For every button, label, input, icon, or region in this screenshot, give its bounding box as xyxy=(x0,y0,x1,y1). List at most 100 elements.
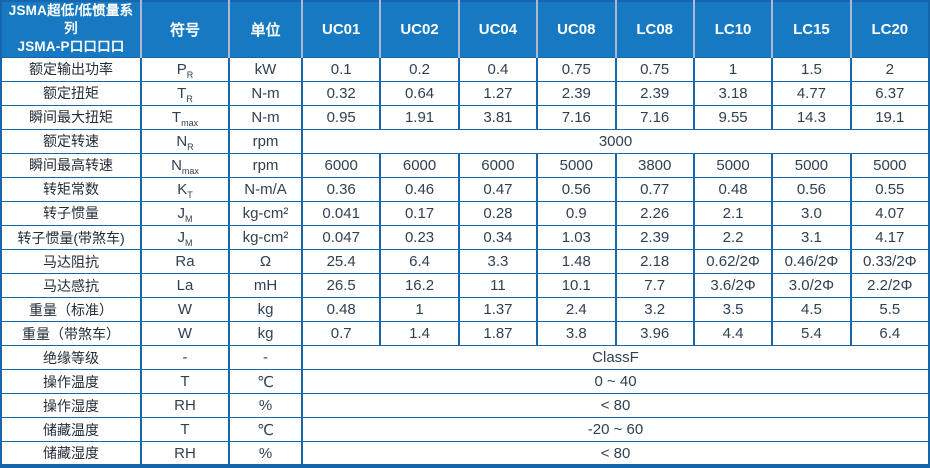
unit-cell: Ω xyxy=(228,249,303,275)
unit-cell: ℃ xyxy=(228,417,303,443)
row-label: 操作温度 xyxy=(0,369,142,395)
symbol-cell: PR xyxy=(140,56,230,82)
spec-value-cell: 5.5 xyxy=(849,297,930,323)
table-row: 储藏湿度 RH% < 80 xyxy=(0,441,930,467)
symbol-cell: JM xyxy=(140,224,230,251)
spec-value-cell: 1.37 xyxy=(457,297,539,323)
spec-value-cell: 6000 xyxy=(379,152,460,178)
spec-value-cell: 6000 xyxy=(457,152,539,178)
unit-cell: kg-cm² xyxy=(228,200,303,226)
symbol-base: J xyxy=(177,204,186,222)
unit-cell: kg xyxy=(228,297,303,323)
spec-value-cell: 0.56 xyxy=(536,176,617,202)
spec-value-cell: 0.9 xyxy=(536,200,617,226)
spec-value-cell: 2.2 xyxy=(692,224,774,251)
spec-value-cell: 7.16 xyxy=(614,104,695,130)
spec-value-cell: 2.4 xyxy=(536,297,617,323)
spec-value-cell: 5000 xyxy=(536,152,617,178)
spec-value-cell: 0.041 xyxy=(300,200,382,226)
spec-table-body: 额定输出功率 PR kW 0.1 0.2 0.4 0.75 0.75 1 1.5 2 额定扭矩 TR N-… xyxy=(0,56,930,467)
symbol-base: J xyxy=(177,229,186,246)
spec-value-cell: 0.47 xyxy=(457,176,539,202)
table-row: 马达感抗 La mH 26.5 16.2 11 10.1 7.7 3.6/2Φ 3.0/2Φ 2.2… xyxy=(0,273,930,299)
symbol-cell: T xyxy=(140,417,230,443)
unit-cell: rpm xyxy=(228,152,303,178)
spec-value-cell: 0.36 xyxy=(300,176,382,202)
table-row: 转子惯量 JM kg-cm² 0.041 0.17 0.28 0.9 2.26 2.1 3.0 4.… xyxy=(0,200,930,226)
unit-cell: % xyxy=(228,441,303,467)
row-label: 操作湿度 xyxy=(0,393,142,419)
row-label: 重量（带煞车） xyxy=(0,321,142,347)
spec-value-cell: 0.64 xyxy=(379,80,460,106)
spec-value-cell: 0.48 xyxy=(692,176,774,202)
series-title-line2: JSMA-P口口口口 xyxy=(17,39,125,55)
unit-cell: ℃ xyxy=(228,369,303,395)
spec-value-cell: 11 xyxy=(457,273,539,299)
spec-value-cell: 4.77 xyxy=(771,80,852,106)
spec-value-cell: 0.62/2Φ xyxy=(692,249,774,275)
unit-cell: % xyxy=(228,393,303,419)
spec-value-cell: 0.48 xyxy=(300,297,382,323)
spec-value-cell: 7.16 xyxy=(536,104,617,130)
table-row: 操作温度 T ℃ 0 ~ 40 xyxy=(0,369,930,395)
spec-value-cell: 4.5 xyxy=(771,297,852,323)
symbol-base: T xyxy=(180,373,190,391)
symbol-subscript: R xyxy=(186,93,193,104)
table-row: 操作湿度 RH% < 80 xyxy=(0,393,930,419)
table-row: 额定转速 NR rpm 3000 xyxy=(0,128,930,154)
spec-value-cell: 3.1 xyxy=(771,224,852,251)
spec-value-cell: 1.03 xyxy=(536,224,617,251)
symbol-base: N xyxy=(176,132,188,150)
spec-value-cell: 1.5 xyxy=(771,56,852,82)
spec-value-cell: 0.7 xyxy=(300,321,382,347)
table-row: 瞬间最大扭矩 Tmax N-m 0.95 1.91 3.81 7.16 7.16 9.55 14.… xyxy=(0,104,930,130)
spec-value-cell: 6.4 xyxy=(379,249,460,275)
spec-value-cell: 0.23 xyxy=(379,224,460,251)
spec-value-cell: 0.95 xyxy=(300,104,382,130)
spec-value-cell: 6.37 xyxy=(849,80,930,106)
spec-value-cell: 6.4 xyxy=(849,321,930,347)
spec-value-cell: 3.8 xyxy=(536,321,617,347)
spec-value-cell: 0.46/2Φ xyxy=(771,249,852,275)
symbol-cell: - xyxy=(140,345,230,371)
table-row: 储藏温度 T ℃ -20 ~ 60 xyxy=(0,417,930,443)
symbol-cell: RH xyxy=(140,393,230,419)
row-label: 瞬间最大扭矩 xyxy=(0,104,142,130)
spec-value-cell: 0.34 xyxy=(457,224,539,251)
row-label: 转子惯量 xyxy=(0,200,142,226)
spec-value-cell: 1.87 xyxy=(457,321,539,347)
spec-value-cell: 6000 xyxy=(300,152,382,178)
row-label: 瞬间最高转速 xyxy=(0,152,142,178)
unit-cell: kW xyxy=(228,56,303,82)
symbol-cell: T xyxy=(140,369,230,395)
spec-value-cell-span: -20 ~ 60 xyxy=(301,417,930,443)
row-label: 绝缘等级 xyxy=(0,345,142,371)
symbol-subscript: M xyxy=(185,238,193,248)
symbol-base: T xyxy=(171,108,182,126)
spec-value-cell: 4.17 xyxy=(849,224,930,251)
spec-value-cell: 2 xyxy=(849,56,930,82)
symbol-base: T xyxy=(180,421,190,439)
symbol-column-header: 符号 xyxy=(140,1,229,58)
symbol-base: P xyxy=(176,60,187,78)
symbol-cell: RH xyxy=(140,441,230,467)
symbol-base: La xyxy=(176,277,194,295)
spec-value-cell: 3.18 xyxy=(692,80,774,106)
unit-column-header: 单位 xyxy=(228,1,302,58)
unit-cell: N-m/A xyxy=(228,176,303,202)
spec-value-cell: 7.7 xyxy=(614,273,695,299)
spec-value-cell: 3.5 xyxy=(692,297,774,323)
row-label: 额定转速 xyxy=(0,128,142,154)
symbol-cell: Ra xyxy=(140,249,230,275)
row-label: 储藏温度 xyxy=(0,417,142,443)
spec-value-cell: 3.6/2Φ xyxy=(692,273,774,299)
spec-value-cell: 14.3 xyxy=(771,104,852,130)
spec-value-cell: 0.32 xyxy=(300,80,382,106)
spec-value-cell-span: 0 ~ 40 xyxy=(301,369,930,395)
row-label: 储藏湿度 xyxy=(0,441,142,467)
spec-value-cell: 3.2 xyxy=(614,297,695,323)
symbol-subscript: R xyxy=(186,69,194,80)
table-row: 转矩常数 KT N-m/A 0.36 0.46 0.47 0.56 0.77 0.48 0.56 0… xyxy=(0,176,930,202)
unit-cell: mH xyxy=(228,273,303,299)
